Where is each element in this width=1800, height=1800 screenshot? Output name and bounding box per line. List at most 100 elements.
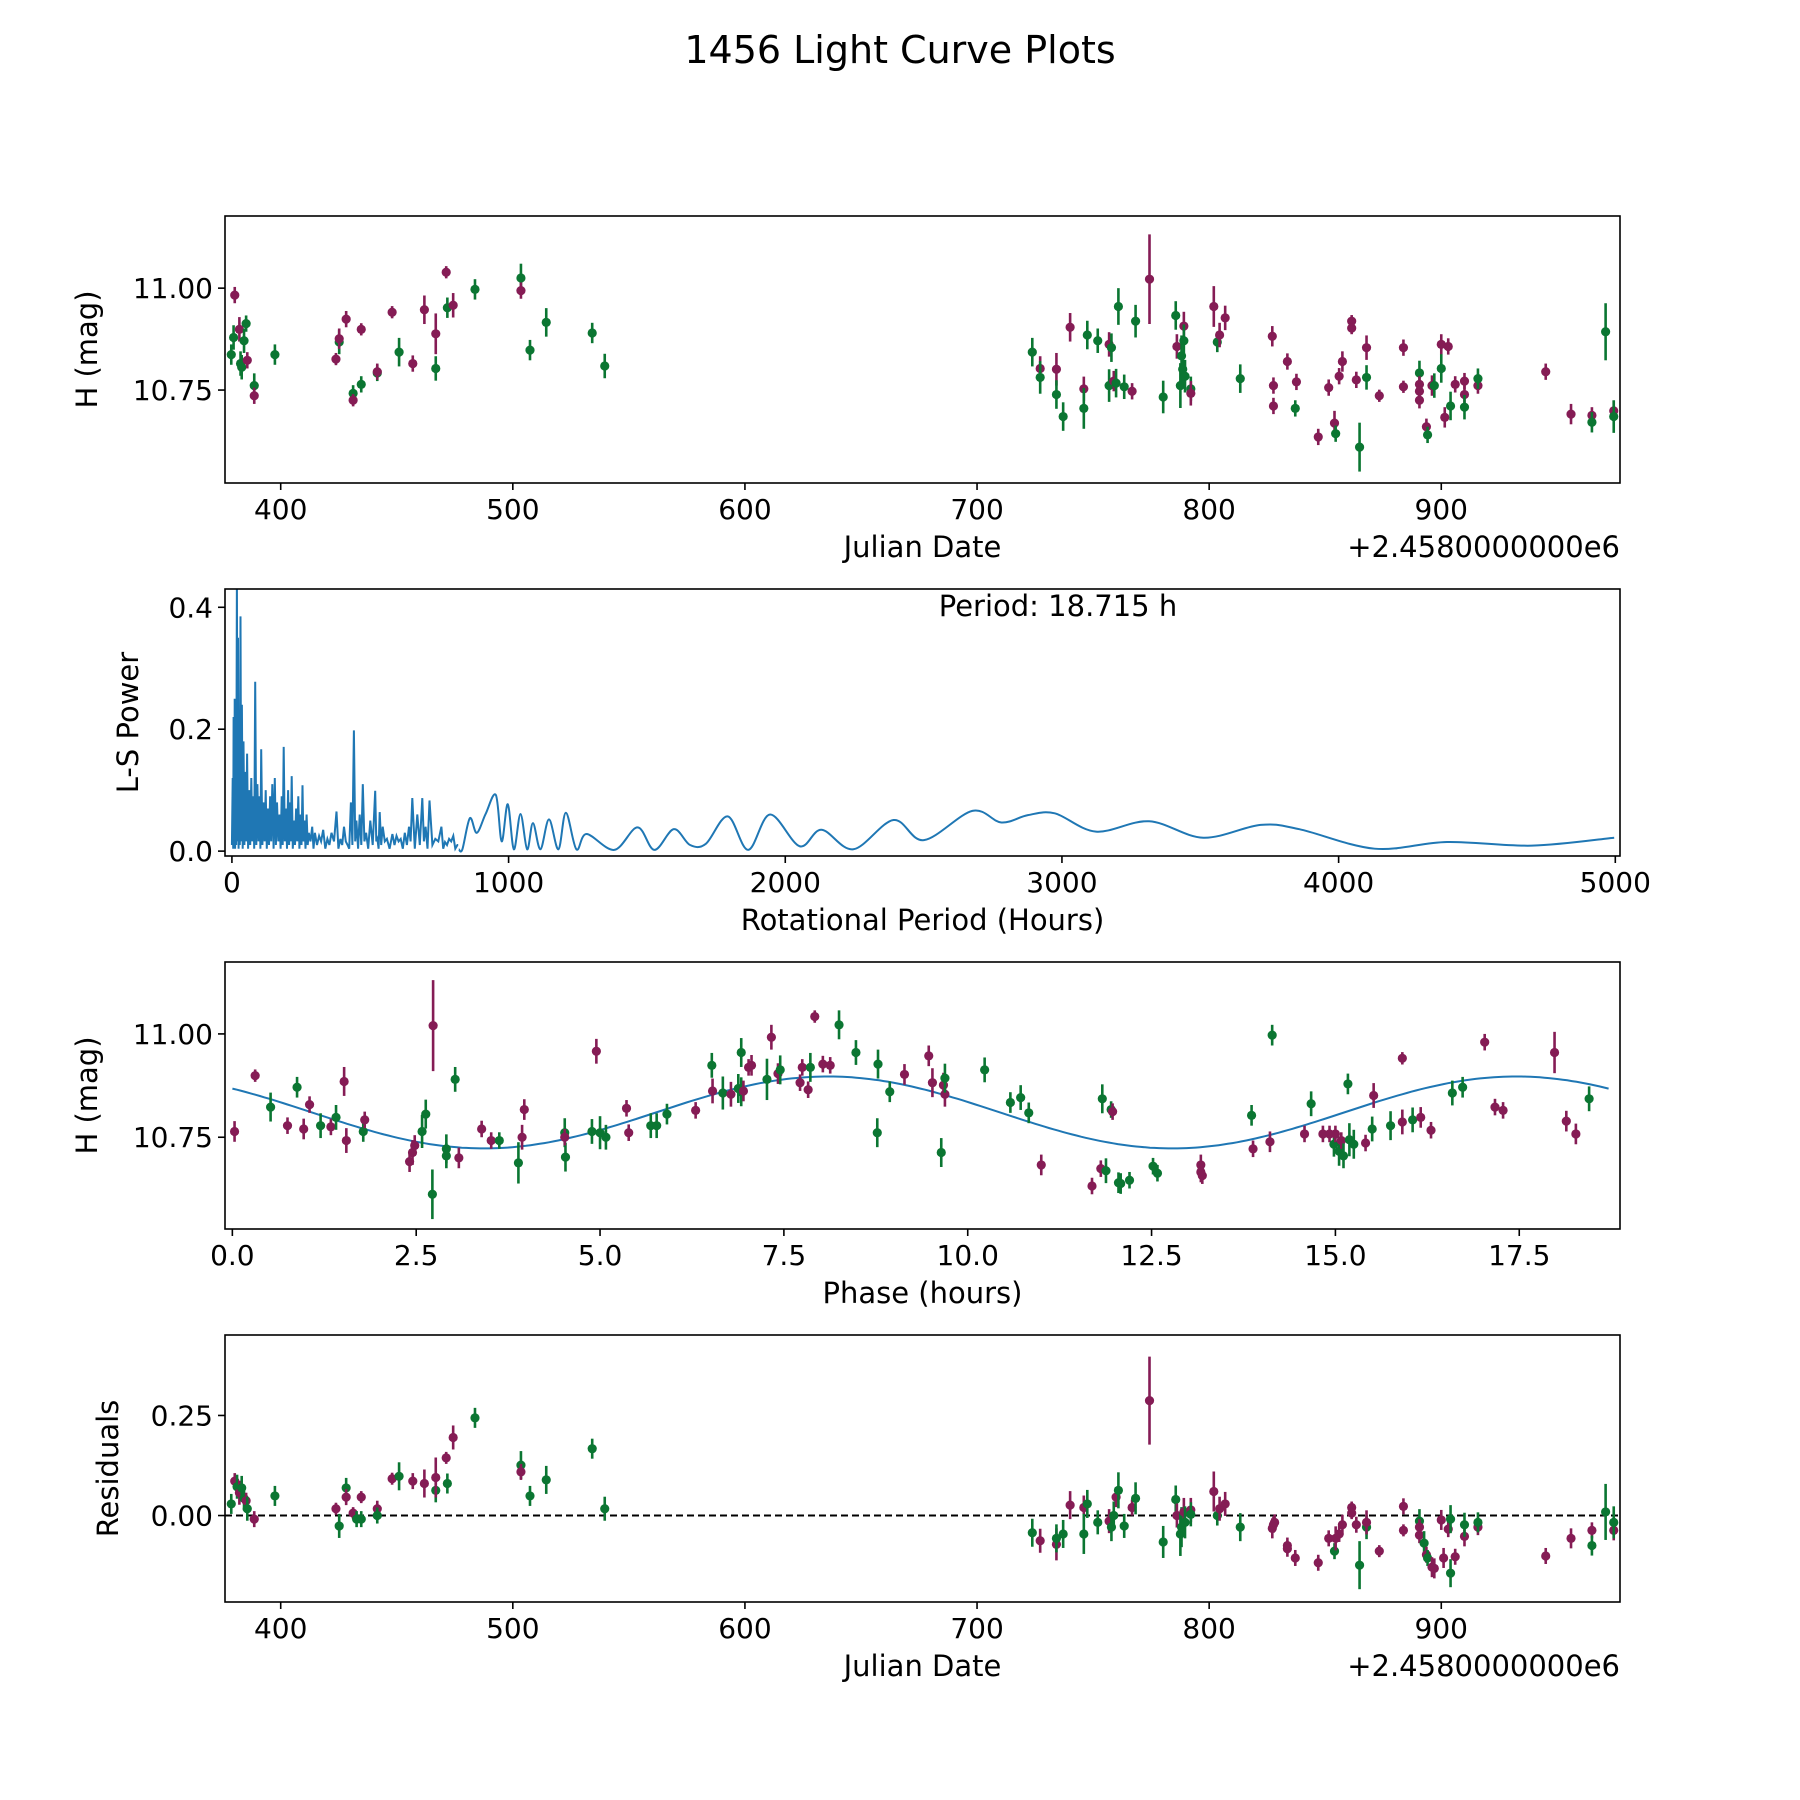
data-point [1458,1082,1468,1092]
data-point [1016,1092,1026,1103]
data-point [1113,1485,1124,1495]
data-point [1429,380,1439,391]
data-point [1265,1137,1275,1147]
data-point [1082,1499,1092,1509]
data-point [1171,1494,1181,1505]
data-point [1541,367,1551,377]
data-point [1035,372,1045,383]
data-point [442,1478,452,1489]
data-point [560,1152,571,1162]
data-point [1571,1129,1581,1139]
data-point [356,1492,366,1502]
data-point [1397,1053,1407,1063]
data-point [315,1121,326,1131]
data-point [1398,1525,1409,1535]
axes-frame [224,961,1621,1230]
y-tick-label: 0.4 [168,591,213,624]
data-point [1459,1520,1470,1530]
data-point [1473,374,1483,384]
data-point [1144,274,1155,284]
data-point [1419,1538,1429,1548]
data-point [1361,372,1372,383]
data-point [1313,432,1323,442]
data-point [1414,386,1425,396]
data-point [1097,1094,1107,1104]
data-point [1111,378,1121,388]
x-tick-label: 10.0 [937,1239,999,1272]
data-point [1459,402,1470,412]
data-point [803,1085,813,1095]
axes-frame [224,215,1621,484]
data-point [348,395,358,405]
data-point [624,1128,634,1138]
data-point [477,1124,487,1134]
data-point [431,329,441,339]
data-point [1197,1171,1207,1181]
data-point [1107,1107,1118,1117]
data-point [1282,356,1292,367]
data-point [1566,409,1576,419]
data-point [372,1510,382,1521]
data-point [1473,1517,1483,1527]
y-tick-label: 10.75 [133,1121,213,1154]
data-point [736,1047,746,1058]
data-point [242,1504,252,1514]
data-point [1158,392,1168,402]
data-point [304,1099,315,1110]
data-point [486,1135,496,1146]
data-point [341,1492,351,1502]
data-point [1541,1551,1551,1561]
data-point [1235,374,1245,384]
data-point [341,1135,351,1146]
data-point [494,1135,504,1146]
data-point [1270,1517,1280,1527]
data-point [1584,1094,1594,1104]
data-point [1005,1097,1015,1108]
data-point [1220,1499,1230,1509]
data-point [1130,316,1141,326]
data-point [707,1086,718,1096]
y-axis-label: H (mag) [70,290,104,408]
data-point [417,1126,427,1137]
data-point [1426,1125,1436,1135]
data-point [1459,389,1470,400]
data-point [1398,382,1409,392]
data-point [600,1504,610,1514]
y-tick-label: 10.75 [133,374,213,407]
data-point [899,1069,910,1080]
plot-marks [229,980,1609,1220]
y-tick-label: 11.00 [133,272,213,305]
data-point [519,1104,529,1115]
data-point [927,1078,938,1088]
data-point [470,284,480,294]
data-point [1587,1525,1597,1535]
y-tick-label: 11.00 [133,1018,213,1051]
data-point [1498,1105,1508,1115]
data-point [419,1478,429,1489]
data-point [1450,1552,1460,1562]
data-point [265,1102,276,1112]
data-point [516,285,526,296]
data-point [1549,1047,1560,1058]
data-point [1058,1529,1068,1539]
data-point [249,391,259,401]
x-offset-text: +2.4580000000e6 [1347,530,1620,564]
data-point [940,1073,950,1083]
data-point [237,362,247,372]
x-tick-label: 1000 [473,866,544,899]
data-point [360,1115,370,1125]
data-point [431,363,441,374]
data-point [1087,1181,1097,1191]
data-point [356,324,366,334]
data-point [1354,442,1365,452]
data-point [394,347,404,357]
periodogram-panel: 0 1000 2000 3000 4000 5000 0.0 0.2 0.4 Rotational… [111,588,1651,937]
data-point [718,1088,728,1098]
data-point [541,317,551,327]
data-point [292,1082,302,1092]
data-point [1337,356,1347,367]
data-point [250,1071,260,1081]
data-point [795,1078,805,1088]
data-point [1414,1530,1425,1540]
